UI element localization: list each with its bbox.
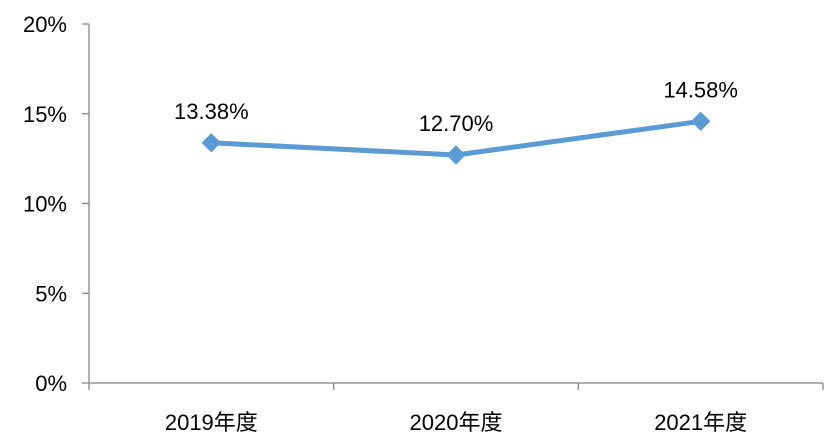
series-group (201, 111, 711, 165)
y-tick-label: 5% (35, 281, 67, 306)
data-label: 12.70% (419, 111, 494, 136)
data-point-marker (690, 111, 711, 132)
data-label: 14.58% (663, 77, 738, 102)
y-tick-label: 10% (23, 192, 67, 217)
data-point-marker (201, 133, 222, 153)
x-tick-label: 2021年度 (654, 410, 747, 435)
x-tick-label: 2019年度 (165, 410, 258, 435)
y-tick-label: 0% (35, 371, 67, 396)
data-labels: 13.38% 12.70% 14.58% (174, 77, 738, 136)
y-axis: 0% 5% 10% 15% 20% (23, 12, 90, 396)
data-label: 13.38% (174, 99, 249, 124)
y-tick-label: 15% (23, 102, 67, 127)
y-tick-label: 20% (23, 12, 67, 37)
x-tick-label: 2020年度 (410, 410, 503, 435)
x-axis: 2019年度 2020年度 2021年度 (88, 382, 824, 435)
data-point-marker (446, 145, 466, 165)
